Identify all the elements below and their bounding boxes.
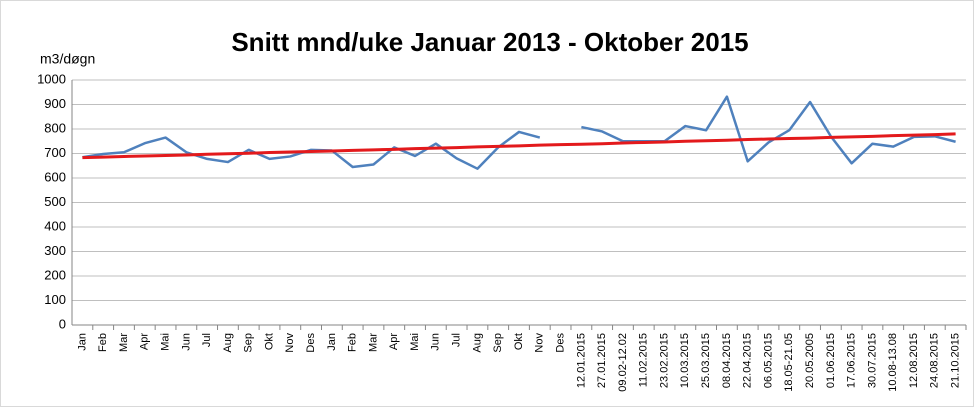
y-tick-label: 300 [44, 243, 66, 258]
x-tick-label: Jun [180, 333, 192, 351]
x-tick-label: Des [305, 333, 317, 353]
y-tick-label: 200 [44, 267, 66, 282]
x-tick-label: 20.05.2005 [804, 333, 816, 388]
x-tick-label: 27.01.2015 [596, 333, 608, 388]
y-tick-label: 100 [44, 292, 66, 307]
x-tick-label: Jan [326, 333, 338, 351]
x-tick-label: Nov [284, 333, 296, 353]
x-tick-label: 10.03.2015 [679, 333, 691, 388]
x-tick-label: 11.02.2015 [638, 333, 650, 387]
y-tick-label: 600 [44, 169, 66, 184]
y-tick-label: 800 [44, 120, 66, 135]
x-tick-label: 22.04.2015 [742, 333, 754, 388]
series-line [82, 130, 541, 170]
x-tick-label: Aug [222, 333, 234, 353]
x-tick-label: Aug [471, 333, 483, 353]
x-tick-label: 08.04.2015 [721, 333, 733, 388]
x-tick-label: Mai [409, 333, 421, 351]
x-tick-label: 17.06.2015 [846, 333, 858, 388]
x-tick-label: Nov [534, 333, 546, 353]
y-tick-label: 700 [44, 145, 66, 160]
x-tick-label: Jul [451, 333, 463, 347]
y-tick-label: 400 [44, 218, 66, 233]
x-tick-label: Apr [139, 333, 151, 350]
y-tick-label: 1000 [37, 71, 66, 86]
x-tick-label: Des [554, 333, 566, 353]
x-tick-label: 10.08-13.08 [887, 333, 899, 392]
x-tick-label: 09.02-12.02 [617, 333, 629, 392]
x-tick-label: 24.08.2015 [929, 333, 941, 388]
x-tick-label: Jul [201, 333, 213, 347]
y-axis-label: m3/døgn [40, 51, 95, 67]
x-tick-label: Apr [388, 333, 400, 350]
x-tick-label: 18.05-21.05 [783, 333, 795, 392]
x-tick-label: Mar [118, 333, 130, 352]
x-tick-label: 25.03.2015 [700, 333, 712, 388]
x-tick-label: Sep [492, 333, 504, 353]
y-tick-label: 500 [44, 194, 66, 209]
x-tick-label: Mar [367, 333, 379, 352]
x-tick-label: 21.10.2015 [950, 333, 962, 388]
series-line [82, 132, 956, 160]
x-tick-label: Okt [263, 333, 275, 350]
x-tick-label: 12.08.2015 [908, 333, 920, 388]
x-tick-label: Feb [347, 333, 359, 352]
x-tick-label: 30.07.2015 [866, 333, 878, 388]
x-tick-label: Feb [97, 333, 109, 352]
chart-title: Snitt mnd/uke Januar 2013 - Oktober 2015 [231, 27, 748, 57]
x-tick-label: Jun [430, 333, 442, 351]
x-tick-label: 01.06.2015 [825, 333, 837, 388]
x-tick-label: 12.01.2015 [575, 333, 587, 388]
x-tick-label: Sep [243, 333, 255, 353]
y-tick-label: 900 [44, 96, 66, 111]
x-tick-label: 06.05.2015 [762, 333, 774, 388]
x-tick-label: Mai [159, 333, 171, 351]
x-tick-label: 23.02.2015 [658, 333, 670, 388]
x-tick-label: Jan [76, 333, 88, 351]
x-tick-label: Okt [513, 333, 525, 350]
y-tick-label: 0 [59, 316, 66, 331]
